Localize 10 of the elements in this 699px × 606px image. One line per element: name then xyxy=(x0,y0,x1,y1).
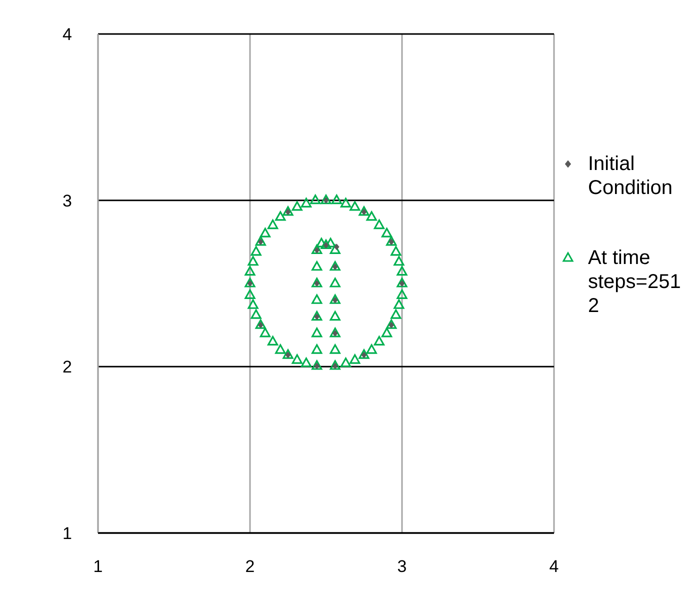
y-tick-label: 1 xyxy=(62,524,72,543)
legend-label: At time steps=2512 xyxy=(588,247,681,317)
x-tick-label: 1 xyxy=(93,557,103,576)
legend-label: Initial Condition xyxy=(588,153,673,199)
y-tick-label: 2 xyxy=(62,358,72,377)
x-tick-label: 4 xyxy=(549,557,559,576)
x-tick-label: 3 xyxy=(397,557,407,576)
y-tick-label: 3 xyxy=(62,191,72,210)
y-tick-label: 4 xyxy=(62,25,72,44)
x-tick-label: 2 xyxy=(245,557,255,576)
